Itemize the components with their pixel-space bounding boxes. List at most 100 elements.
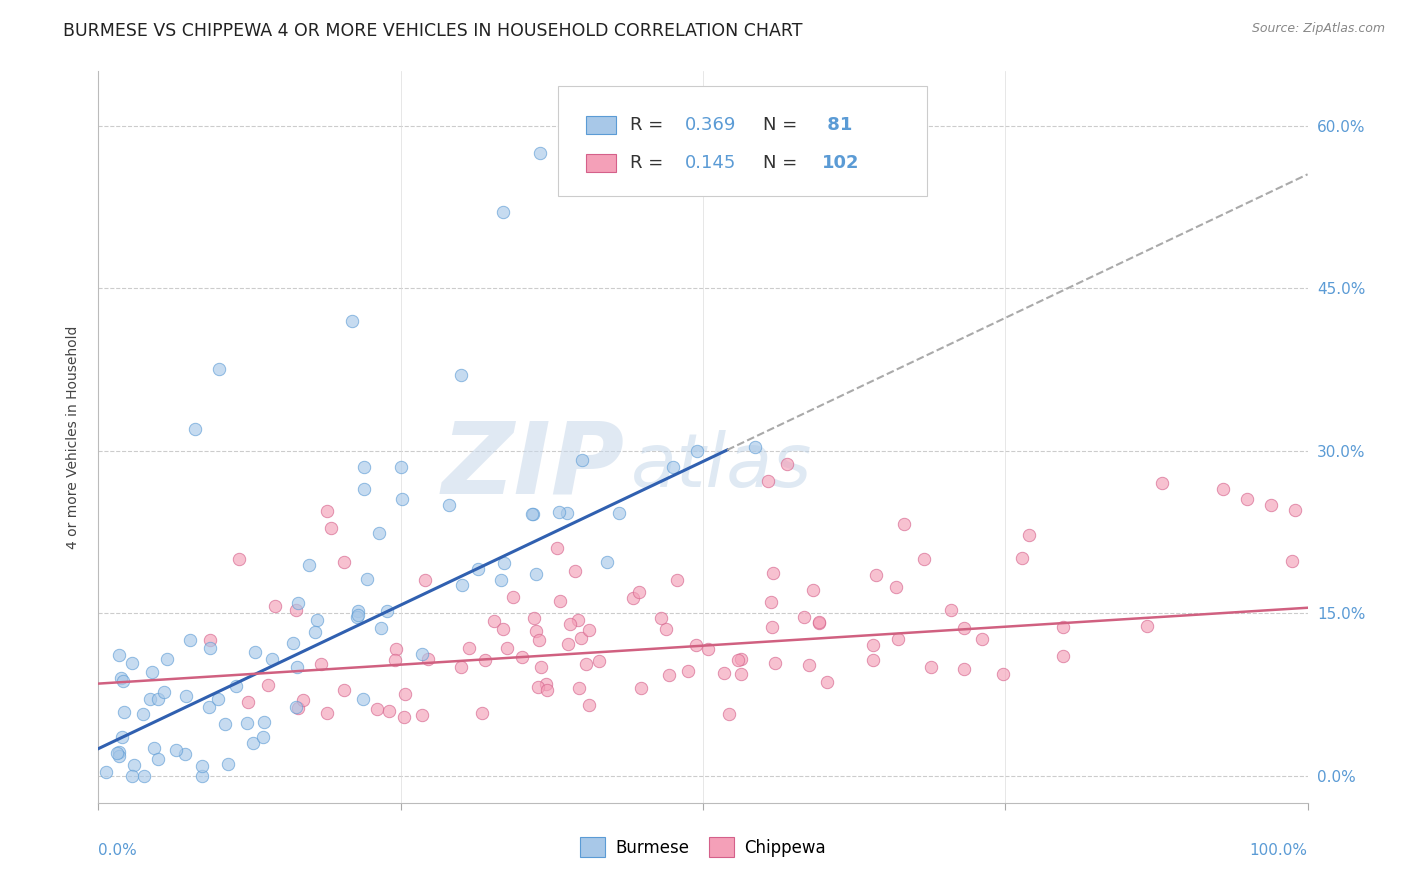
Point [253,714,276,729]
Text: N =: N = [763,116,803,134]
Point [953,662,976,676]
Point [484,614,506,628]
Point [548,505,571,519]
Text: 0.0%: 0.0% [98,843,138,858]
Point [1281,554,1303,568]
Point [801,583,824,598]
Point [450,368,472,382]
Point [342,313,364,327]
Point [717,706,740,721]
Point [451,578,474,592]
Point [1052,620,1074,634]
Point [139,691,162,706]
Point [184,422,207,436]
Point [287,596,309,610]
Point [555,506,578,520]
Point [489,574,512,588]
Point [568,681,591,695]
Point [316,504,339,518]
Point [207,691,229,706]
Point [108,648,131,662]
Point [523,610,546,624]
Point [285,700,308,714]
Point [319,520,342,534]
Point [939,602,962,616]
Text: 0.145: 0.145 [685,153,737,172]
Point [156,651,179,665]
Text: 0.369: 0.369 [685,116,737,134]
Point [686,443,709,458]
Point [546,541,568,556]
Point [808,615,831,629]
Point [242,736,264,750]
Point [607,506,630,520]
Point [174,689,197,703]
Point [510,650,533,665]
Point [492,205,515,219]
Point [696,642,718,657]
Text: N =: N = [763,153,803,172]
Point [658,668,681,682]
Point [530,660,553,674]
Point [190,769,212,783]
Point [474,653,496,667]
Point [676,664,699,678]
Point [243,645,266,659]
Point [884,580,907,594]
FancyBboxPatch shape [558,86,927,195]
Point [630,681,652,695]
Point [548,594,571,608]
Point [198,640,221,655]
Point [148,752,170,766]
Point [654,623,676,637]
Text: atlas: atlas [630,430,811,502]
Point [198,699,221,714]
Point [763,656,786,670]
Point [588,653,610,667]
Point [262,652,284,666]
Point [333,682,356,697]
Point [762,566,785,580]
Point [236,716,259,731]
Point [1011,551,1033,566]
Point [471,706,494,720]
Point [346,610,368,624]
Point [366,702,388,716]
Point [776,458,799,472]
Point [111,673,134,688]
Text: Source: ZipAtlas.com: Source: ZipAtlas.com [1251,22,1385,36]
Point [112,705,135,719]
Point [862,653,884,667]
Point [522,507,544,521]
Point [347,608,370,623]
Point [190,759,212,773]
Point [527,632,550,647]
Point [200,633,222,648]
Point [174,747,197,762]
Point [356,572,378,586]
Text: 102: 102 [821,153,859,172]
Point [1212,482,1234,496]
Point [450,660,472,674]
Point [578,698,600,713]
Point [228,552,250,566]
Point [495,640,517,655]
Point [378,704,401,718]
Point [578,624,600,638]
Point [370,621,392,635]
Point [146,691,169,706]
FancyBboxPatch shape [586,153,616,172]
Point [110,671,132,685]
Point [225,680,247,694]
Y-axis label: 4 or more Vehicles in Household: 4 or more Vehicles in Household [66,326,80,549]
Point [730,652,752,666]
Point [492,622,515,636]
Point [411,707,433,722]
Point [665,573,688,587]
Point [536,683,558,698]
Point [970,632,993,646]
Point [353,459,375,474]
Point [394,687,416,701]
Point [567,613,589,627]
Text: 81: 81 [821,116,853,134]
